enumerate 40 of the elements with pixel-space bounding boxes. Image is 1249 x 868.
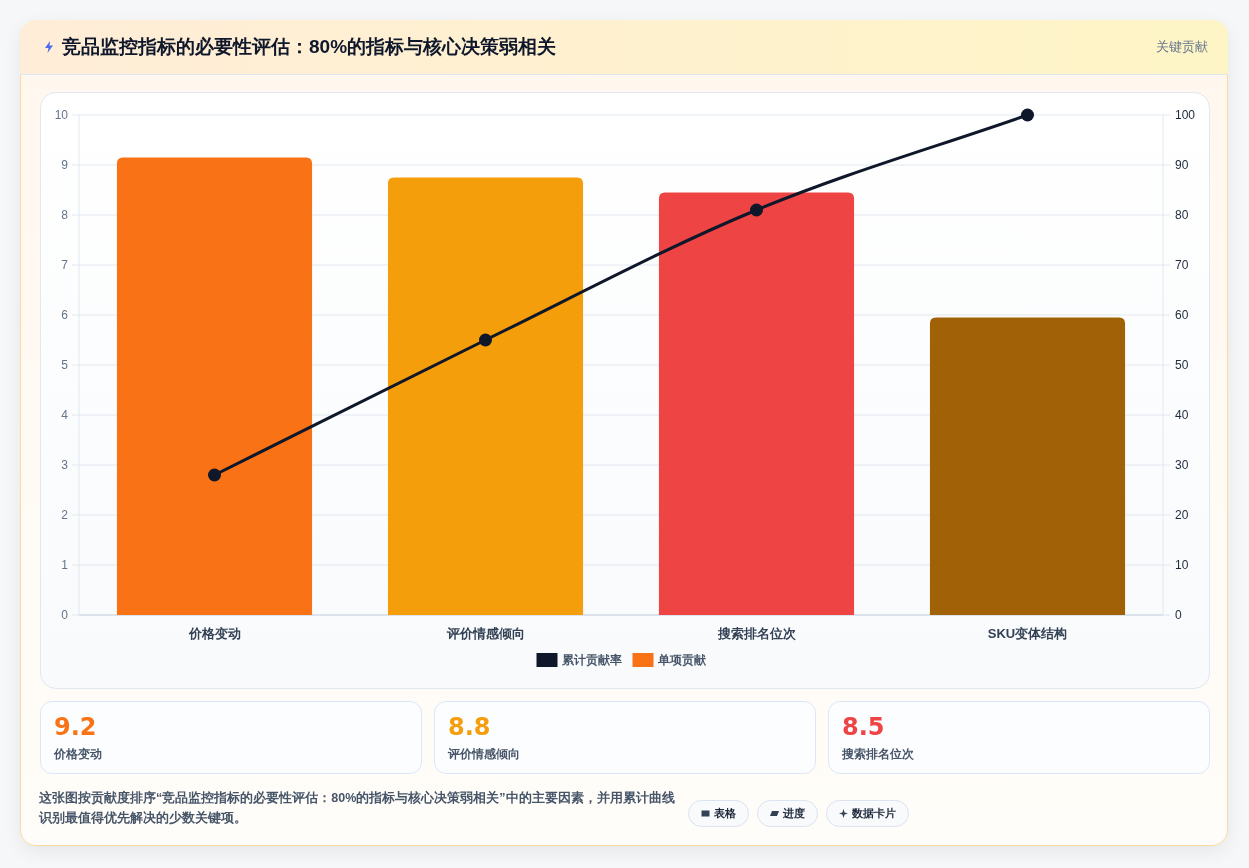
x-tick-label: 价格变动 [187,626,241,641]
text: 数据卡片 [852,806,896,821]
y-tick-label: 9 [61,158,69,172]
y-tick-label: 10 [54,108,69,122]
y2-tick-label: 80 [1175,208,1189,222]
text: 8.5 [842,712,886,742]
text: 这张图按贡献度排序“竞品监控指标的必要性评估：80%的指标与核心决策弱相关”中的主要因素，并用累计曲线识别最值得优先解决的少数关键项。 [39,789,676,827]
y-tick-label: 0 [61,608,69,622]
y2-tick-label: 90 [1175,158,1189,172]
y2-tick-label: 40 [1175,408,1189,422]
y-tick-label: 5 [61,358,69,372]
y-tick-label: 7 [61,258,69,272]
text: 9.2 [54,712,98,742]
text: 表格 [714,806,736,821]
y2-tick-label: 20 [1175,508,1189,522]
x-tick-label: 搜索排名位次 [716,626,797,641]
chart-title: 竞品监控指标的必要性评估：80%的指标与核心决策弱相关 [62,35,557,59]
y2-tick-label: 70 [1175,258,1189,272]
legend-label: 累计贡献率 [560,653,622,667]
x-tick-label: SKU变体结构 [987,626,1068,641]
x-tick-label: 评价情感倾向 [445,626,525,641]
text: 进度 [783,806,805,821]
text: 搜索排名位次 [842,746,915,763]
y-tick-label: 4 [61,408,69,422]
y-tick-label: 1 [61,558,69,572]
legend-label: 单项贡献 [656,653,707,667]
y2-tick-label: 10 [1175,558,1189,572]
y2-tick-label: 0 [1175,608,1182,622]
y-tick-label: 2 [61,508,69,522]
text: 价格变动 [54,746,103,763]
y-tick-label: 3 [61,458,69,472]
y-tick-label: 8 [61,208,69,222]
y2-tick-label: 60 [1175,308,1189,322]
text: 8.8 [448,712,492,742]
text: 关键贡献 [1156,38,1208,56]
text: 评价情感倾向 [448,746,521,763]
y2-tick-label: 100 [1175,108,1196,122]
y-tick-label: 6 [61,308,69,322]
y2-tick-label: 30 [1175,458,1189,472]
y2-tick-label: 50 [1175,358,1189,372]
